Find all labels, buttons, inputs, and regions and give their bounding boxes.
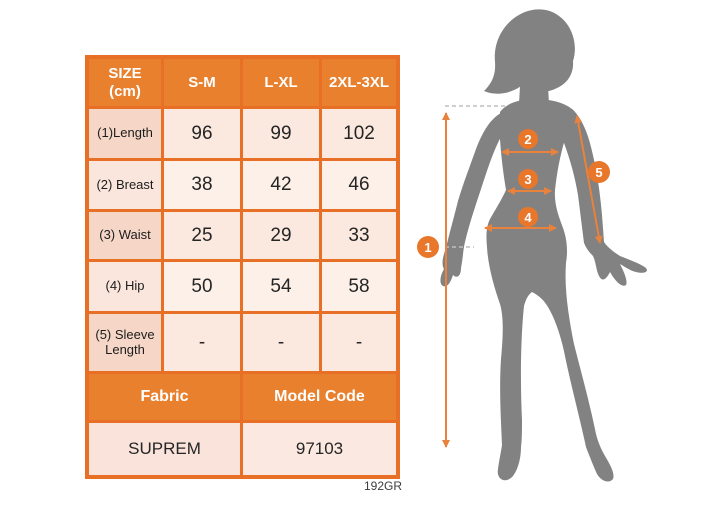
fabric-value-cell: SUPREM — [89, 423, 240, 475]
col-header-s-m: S-M — [164, 59, 240, 106]
badge-3-label: 3 — [524, 172, 531, 187]
cell-value-waist-sm: 25 — [164, 212, 240, 259]
row-label-sleeve-length: (5) Sleeve Length — [89, 314, 161, 371]
cell-value-hip-lxl: 54 — [243, 262, 319, 311]
badge-5-label: 5 — [595, 165, 602, 180]
model-code-header-cell: Model Code — [243, 374, 396, 420]
row-label-hip: (4) Hip — [89, 262, 161, 311]
size-chart-table: SIZE (cm) S-M L-XL 2XL-3XL (1)Length 96 … — [85, 55, 400, 479]
measurement-badges: 1 2 3 4 5 — [417, 129, 610, 258]
silhouette-torso-legs — [486, 99, 614, 482]
row-label-waist: (3) Waist — [89, 212, 161, 259]
cell-value-length-2xl: 102 — [322, 109, 396, 158]
cell-value-breast-sm: 38 — [164, 161, 240, 209]
fabric-header-cell: Fabric — [89, 374, 240, 420]
badge-2-circle — [518, 129, 538, 149]
badge-3-circle — [518, 169, 538, 189]
cell-value-hip-sm: 50 — [164, 262, 240, 311]
size-header-cell: SIZE (cm) — [89, 59, 161, 106]
cell-value-sleeve-lxl: - — [243, 314, 319, 371]
col-header-2xl-3xl: 2XL-3XL — [322, 59, 396, 106]
col-header-l-xl: L-XL — [243, 59, 319, 106]
body-silhouette-figure: 1 2 3 4 5 — [417, 9, 647, 482]
badge-5-circle — [588, 161, 610, 183]
sleeve-arrow — [574, 115, 603, 244]
cell-value-hip-2xl: 58 — [322, 262, 396, 311]
cell-value-length-lxl: 99 — [243, 109, 319, 158]
measurement-diagram: 1 2 3 4 5 — [400, 0, 720, 509]
cell-value-waist-2xl: 33 — [322, 212, 396, 259]
row-label-breast: (2) Breast — [89, 161, 161, 209]
row-label-length: (1)Length — [89, 109, 161, 158]
cell-value-breast-2xl: 46 — [322, 161, 396, 209]
cell-value-breast-lxl: 42 — [243, 161, 319, 209]
badge-1-circle — [417, 236, 439, 258]
silhouette-left-arm — [440, 113, 502, 287]
product-code-watermark: 192GR — [363, 479, 402, 493]
cell-value-sleeve-sm: - — [164, 314, 240, 371]
badge-4-label: 4 — [524, 210, 532, 225]
badge-4-circle — [518, 207, 538, 227]
badge-1-label: 1 — [424, 240, 431, 255]
cell-value-sleeve-2xl: - — [322, 314, 396, 371]
female-silhouette — [440, 9, 647, 482]
cell-value-waist-lxl: 29 — [243, 212, 319, 259]
badge-2-label: 2 — [524, 132, 531, 147]
silhouette-neck — [519, 68, 549, 104]
cell-value-length-sm: 96 — [164, 109, 240, 158]
silhouette-head — [484, 9, 575, 94]
model-code-value-cell: 97103 — [243, 423, 396, 475]
